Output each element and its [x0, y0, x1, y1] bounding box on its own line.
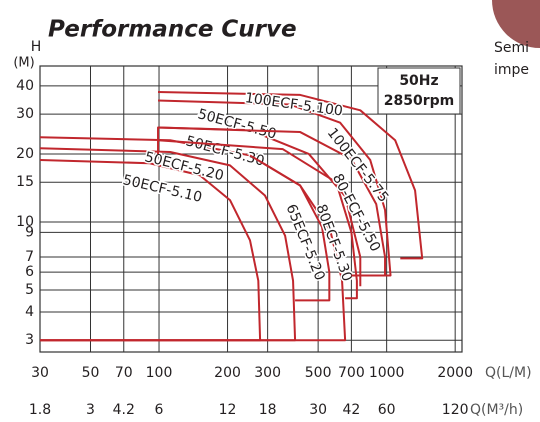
y-tick-label: 40 [16, 78, 34, 94]
decor-circle [492, 0, 540, 48]
x-tick-label: 500 [305, 365, 332, 381]
x-tick-label: 50 [82, 365, 100, 381]
curve [157, 126, 362, 287]
curve [39, 147, 297, 342]
y-axis-unit: (M) [13, 56, 34, 71]
curve-label: 100ECF-5.75 [324, 125, 392, 205]
x-tick-label: 70 [115, 365, 133, 381]
curve [39, 159, 262, 342]
x-tick-label: 1000 [369, 365, 405, 381]
y-tick-label: 10 [16, 214, 34, 230]
x2-tick-label: 1.8 [29, 402, 51, 418]
x-tick-label: 200 [214, 365, 241, 381]
info-box [377, 67, 461, 115]
x2-tick-label: 6 [155, 402, 164, 418]
x-tick-label: 300 [254, 365, 281, 381]
x2-tick-label: 12 [219, 402, 237, 418]
curve-label: 50ECF-5.10 [121, 172, 203, 206]
x-tick-label: 100 [146, 365, 173, 381]
x-tick-label: 2000 [437, 365, 473, 381]
x2-tick-label: 60 [378, 402, 396, 418]
y-tick-label: 4 [25, 304, 34, 320]
x2-tick-label: 3 [86, 402, 95, 418]
x-tick-label: 700 [338, 365, 365, 381]
x2-tick-label: 42 [342, 402, 360, 418]
x-axis-label: Q(L/M) [485, 365, 532, 381]
curve-label: 50ECF-5.50 [196, 106, 278, 142]
y-tick-label: 5 [25, 282, 34, 298]
info-text: 50Hz [399, 73, 438, 89]
curve [157, 99, 392, 277]
y-axis-label: H [31, 39, 42, 55]
x2-tick-label: 4.2 [113, 402, 135, 418]
plot-frame [39, 65, 463, 353]
x2-tick-label: 18 [259, 402, 277, 418]
y-tick-label: 7 [25, 249, 34, 265]
y-tick-label: 3 [25, 332, 34, 348]
chart-title: Performance Curve [48, 17, 297, 43]
y-tick-label: 6 [25, 264, 34, 280]
curve [158, 90, 424, 260]
y-tick-label: 9 [25, 224, 34, 240]
curve [249, 154, 331, 302]
info-text: 2850rpm [384, 93, 454, 109]
curve [157, 139, 358, 300]
y-tick-label: 30 [16, 106, 34, 122]
side-text: impe [494, 62, 529, 78]
y-tick-label: 15 [16, 174, 34, 190]
y-tick-label: 20 [16, 146, 34, 162]
x2-axis-label: Q(M³/h) [470, 402, 523, 418]
x2-tick-label: 120 [442, 402, 469, 418]
x-tick-label: 30 [31, 365, 49, 381]
x2-tick-label: 30 [309, 402, 327, 418]
side-text: Semi [494, 40, 529, 56]
